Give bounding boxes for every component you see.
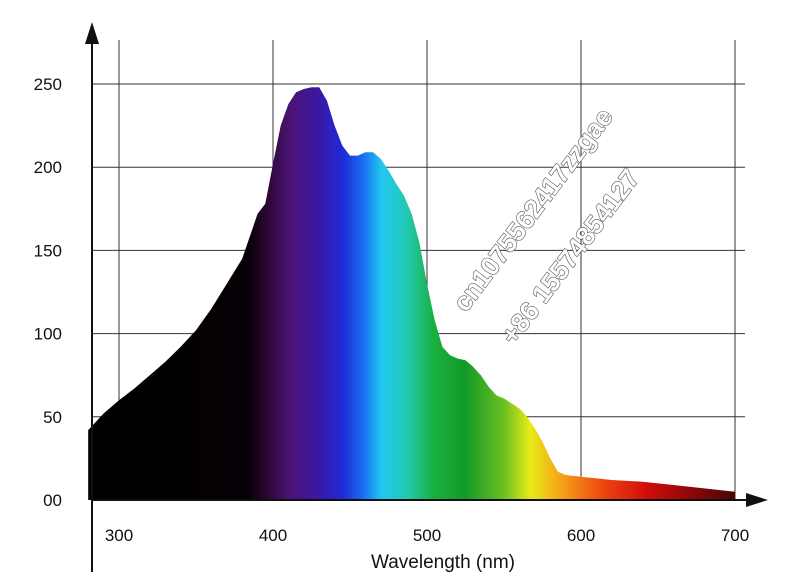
watermark-line-2: +86 15574854127 [495, 163, 646, 349]
watermark: cn1075562417zzgae +86 15574854127 [446, 102, 646, 350]
x-tick-label: 600 [567, 526, 595, 545]
x-tick-label: 300 [105, 526, 133, 545]
spectrum-area [88, 87, 735, 501]
y-tick-label: 50 [43, 408, 62, 427]
y-tick-label: 150 [34, 241, 62, 260]
axes [85, 22, 768, 572]
x-axis-arrow [746, 493, 768, 507]
y-axis-arrow [85, 22, 99, 44]
y-tick-label: 200 [34, 158, 62, 177]
x-axis-label: Wavelength (nm) [371, 552, 515, 573]
x-tick-label: 700 [721, 526, 749, 545]
x-tick-label: 400 [259, 526, 287, 545]
y-tick-label: 250 [34, 75, 62, 94]
y-tick-label: 100 [34, 325, 62, 344]
x-tick-label: 500 [413, 526, 441, 545]
tick-labels: 300 400 500 600 700 00 50 100 150 200 250 [34, 75, 750, 545]
y-tick-label: 00 [43, 491, 62, 510]
